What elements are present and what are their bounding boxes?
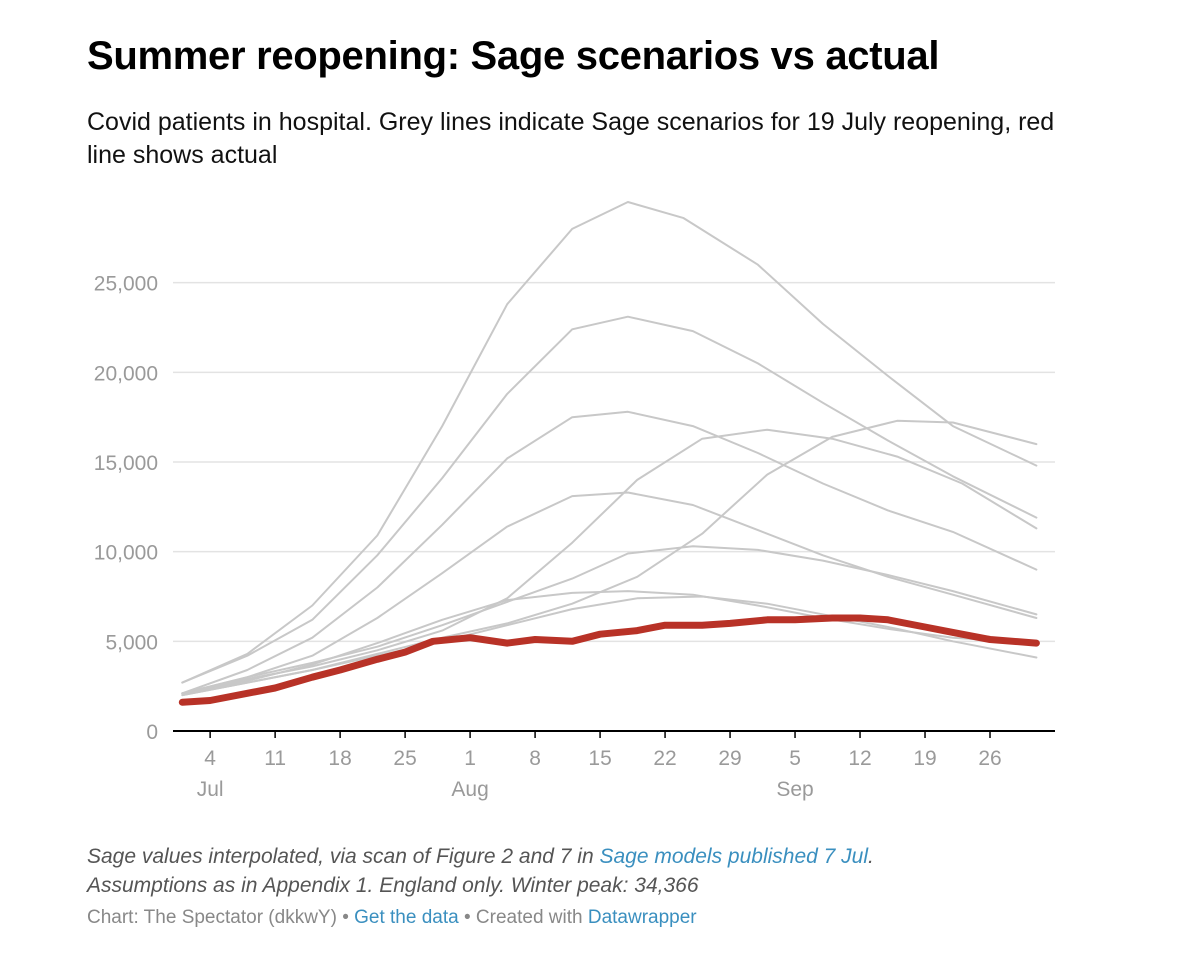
scenario-line xyxy=(181,428,1038,695)
x-tick-label: 26 xyxy=(978,747,1001,770)
actual-line xyxy=(178,614,1040,706)
x-month-label: Aug xyxy=(451,778,488,801)
scenario-line xyxy=(181,595,1038,697)
y-tick-label: 20,000 xyxy=(94,362,158,385)
x-tick-label: 25 xyxy=(393,747,416,770)
scenario-line xyxy=(181,201,1038,684)
x-tick-label: 12 xyxy=(848,747,871,770)
note-line-2: Assumptions as in Appendix 1. England on… xyxy=(87,874,699,897)
x-tick-label: 22 xyxy=(653,747,676,770)
x-tick-label: 19 xyxy=(913,747,936,770)
chart-title: Summer reopening: Sage scenarios vs actu… xyxy=(87,34,940,78)
x-tick-label: 4 xyxy=(204,747,216,770)
note-suffix: . xyxy=(868,845,874,868)
scenario-lines xyxy=(181,201,1038,697)
datawrapper-link[interactable]: Datawrapper xyxy=(587,907,697,928)
x-tick-label: 29 xyxy=(718,747,741,770)
credit-mid: • Created with xyxy=(458,907,588,928)
note-prefix: Sage values interpolated, via scan of Fi… xyxy=(87,845,600,868)
sage-models-link[interactable]: Sage models published 7 Jul xyxy=(599,845,869,868)
x-tick-label: 18 xyxy=(328,747,351,770)
x-tick-label: 1 xyxy=(464,747,476,770)
x-tick-label: 15 xyxy=(588,747,611,770)
x-month-label: Sep xyxy=(776,778,813,801)
y-tick-label: 25,000 xyxy=(94,273,158,296)
x-axis: 4 Jul 11 18 25 1 Aug 8 15 22 29 5 Sep 12 19 26 xyxy=(173,730,1055,801)
chart-subtitle: Covid patients in hospital. Grey lines i… xyxy=(87,108,1055,169)
gridlines: 0 5,000 10,000 15,000 20,000 25,000 xyxy=(94,273,1055,744)
scenario-line xyxy=(181,545,1038,695)
x-tick-label: 5 xyxy=(789,747,801,770)
actual-series-line xyxy=(178,614,1040,706)
credit-prefix: Chart: The Spectator (dkkwY) • xyxy=(87,907,355,928)
y-tick-label: 10,000 xyxy=(94,542,158,565)
x-tick-label: 8 xyxy=(529,747,541,770)
x-tick-label: 11 xyxy=(264,747,286,770)
chart-note: Sage values interpolated, via scan of Fi… xyxy=(87,842,1087,900)
y-tick-label: 15,000 xyxy=(94,452,158,475)
y-tick-label: 0 xyxy=(146,721,158,744)
x-month-label: Jul xyxy=(197,778,224,801)
y-tick-label: 5,000 xyxy=(105,631,158,654)
scenario-line xyxy=(181,315,1038,684)
get-the-data-link[interactable]: Get the data xyxy=(354,907,459,928)
scenario-line xyxy=(181,410,1038,695)
chart-credit: Chart: The Spectator (dkkwY) • Get the d… xyxy=(87,907,697,929)
